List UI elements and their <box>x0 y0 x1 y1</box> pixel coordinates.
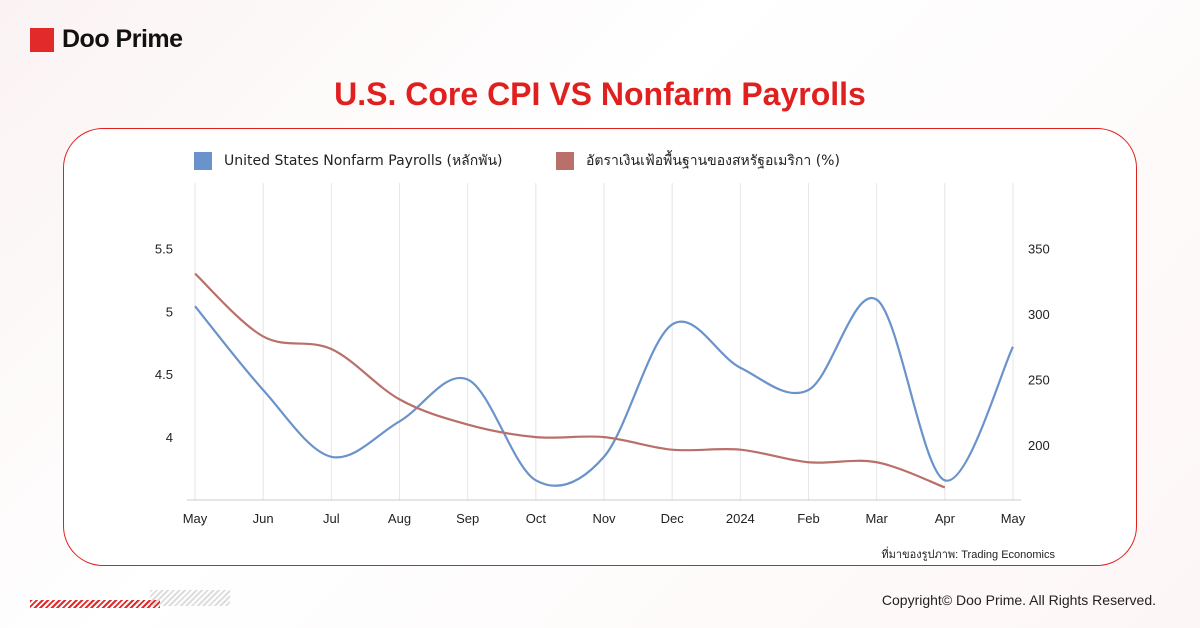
decor-stripe <box>150 590 230 606</box>
chart-card <box>63 128 1137 566</box>
legend-swatch <box>194 152 212 170</box>
logo-mark-icon <box>30 27 54 52</box>
right-tick-label: 350 <box>1028 241 1050 256</box>
left-tick-label: 5.5 <box>155 241 173 256</box>
x-tick-label: Apr <box>935 511 956 526</box>
copyright: Copyright© Doo Prime. All Rights Reserve… <box>881 592 1156 608</box>
legend-payrolls: United States Nonfarm Payrolls (หลักพัน) <box>194 150 503 172</box>
source-note: ที่มาของรูปภาพ: Trading Economics <box>881 549 1055 561</box>
decor-stripe <box>30 600 160 608</box>
x-tick-label: Aug <box>388 511 411 526</box>
x-tick-label: Jul <box>323 511 340 526</box>
chart-title: U.S. Core CPI VS Nonfarm Payrolls <box>334 76 866 112</box>
x-tick-label: May <box>1001 511 1026 526</box>
x-tick-label: Jun <box>253 511 274 526</box>
series-line-cpi <box>194 272 946 489</box>
legend-cpi: อัตราเงินเฟ้อพื้นฐานของสหรัฐอเมริกา (%) <box>556 150 840 172</box>
left-tick-label: 4 <box>166 430 173 445</box>
x-tick-label: May <box>183 511 208 526</box>
right-tick-label: 300 <box>1028 307 1050 322</box>
x-tick-label: Oct <box>526 511 547 526</box>
x-tick-label: Dec <box>661 511 685 526</box>
right-tick-label: 250 <box>1028 372 1050 387</box>
left-tick-label: 4.5 <box>155 367 173 382</box>
right-tick-label: 200 <box>1028 438 1050 453</box>
brand-logo: Doo Prime <box>30 25 183 54</box>
legend-swatch <box>556 152 574 170</box>
brand-name: Doo Prime <box>62 25 183 53</box>
x-tick-label: Sep <box>456 511 479 526</box>
x-tick-label: Nov <box>592 511 616 526</box>
x-tick-label: Mar <box>865 511 888 526</box>
legend-label: United States Nonfarm Payrolls (หลักพัน) <box>224 153 503 169</box>
x-tick-label: 2024 <box>726 511 755 526</box>
x-tick-label: Feb <box>797 511 819 526</box>
series-line-payrolls <box>194 296 1014 487</box>
legend-label: อัตราเงินเฟ้อพื้นฐานของสหรัฐอเมริกา (%) <box>586 153 840 169</box>
left-tick-label: 5 <box>166 304 173 319</box>
